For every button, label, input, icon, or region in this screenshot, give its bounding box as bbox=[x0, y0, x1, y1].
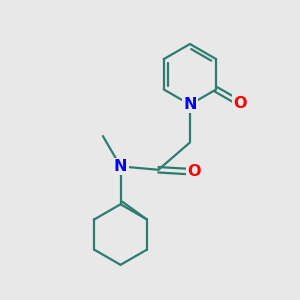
Text: O: O bbox=[188, 164, 201, 179]
Text: O: O bbox=[233, 96, 247, 111]
Text: N: N bbox=[114, 159, 127, 174]
Text: N: N bbox=[183, 97, 197, 112]
